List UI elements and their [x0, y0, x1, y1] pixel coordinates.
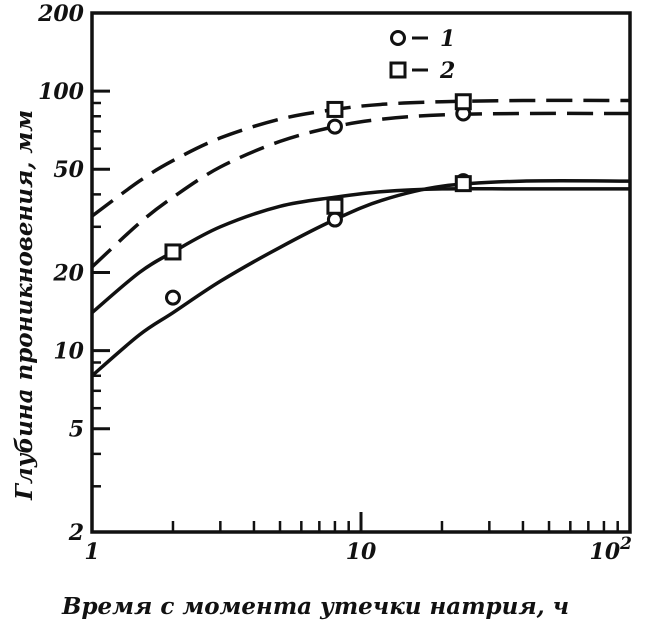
- dashed-curve-1: [90, 98, 631, 218]
- tick-labels: 2 5 10 20 50 100 200 1 10 102: [37, 1, 632, 565]
- legend-square-marker: [389, 61, 407, 79]
- y-tick-label: 10: [53, 339, 84, 365]
- x-tick-label: 10: [346, 539, 377, 565]
- curves: [90, 98, 631, 378]
- legend-label: 1: [440, 26, 455, 52]
- solid-curve-3: [90, 186, 630, 315]
- square-marker: [454, 93, 472, 111]
- markers: [164, 93, 472, 306]
- ticks: [90, 11, 632, 534]
- plot-frame: [90, 11, 632, 534]
- y-tick-label: 200: [37, 1, 85, 27]
- square-marker: [454, 175, 472, 193]
- y-tick-label: 50: [53, 157, 84, 183]
- y-tick-label: 100: [38, 79, 85, 105]
- legend: 12: [389, 26, 455, 84]
- circle-marker: [326, 118, 343, 135]
- y-tick-label: 20: [52, 261, 84, 287]
- square-marker: [326, 197, 344, 215]
- x-axis-title: Время с момента утечки натрия, ч: [61, 593, 569, 620]
- legend-label: 2: [439, 58, 455, 84]
- solid-curve-4: [90, 178, 631, 378]
- legend-circle-marker: [390, 30, 406, 46]
- y-tick-label: 5: [69, 417, 84, 443]
- square-marker: [164, 243, 182, 261]
- dashed-curve-2: [90, 111, 631, 269]
- circle-marker: [326, 211, 343, 228]
- circle-marker: [164, 289, 181, 306]
- square-marker: [326, 100, 344, 118]
- y-axis-title: Глубина проникновения, мм: [11, 110, 38, 501]
- x-tick-label: 102: [590, 534, 633, 565]
- y-tick-label: 2: [68, 520, 84, 546]
- x-tick-label: 1: [84, 539, 99, 565]
